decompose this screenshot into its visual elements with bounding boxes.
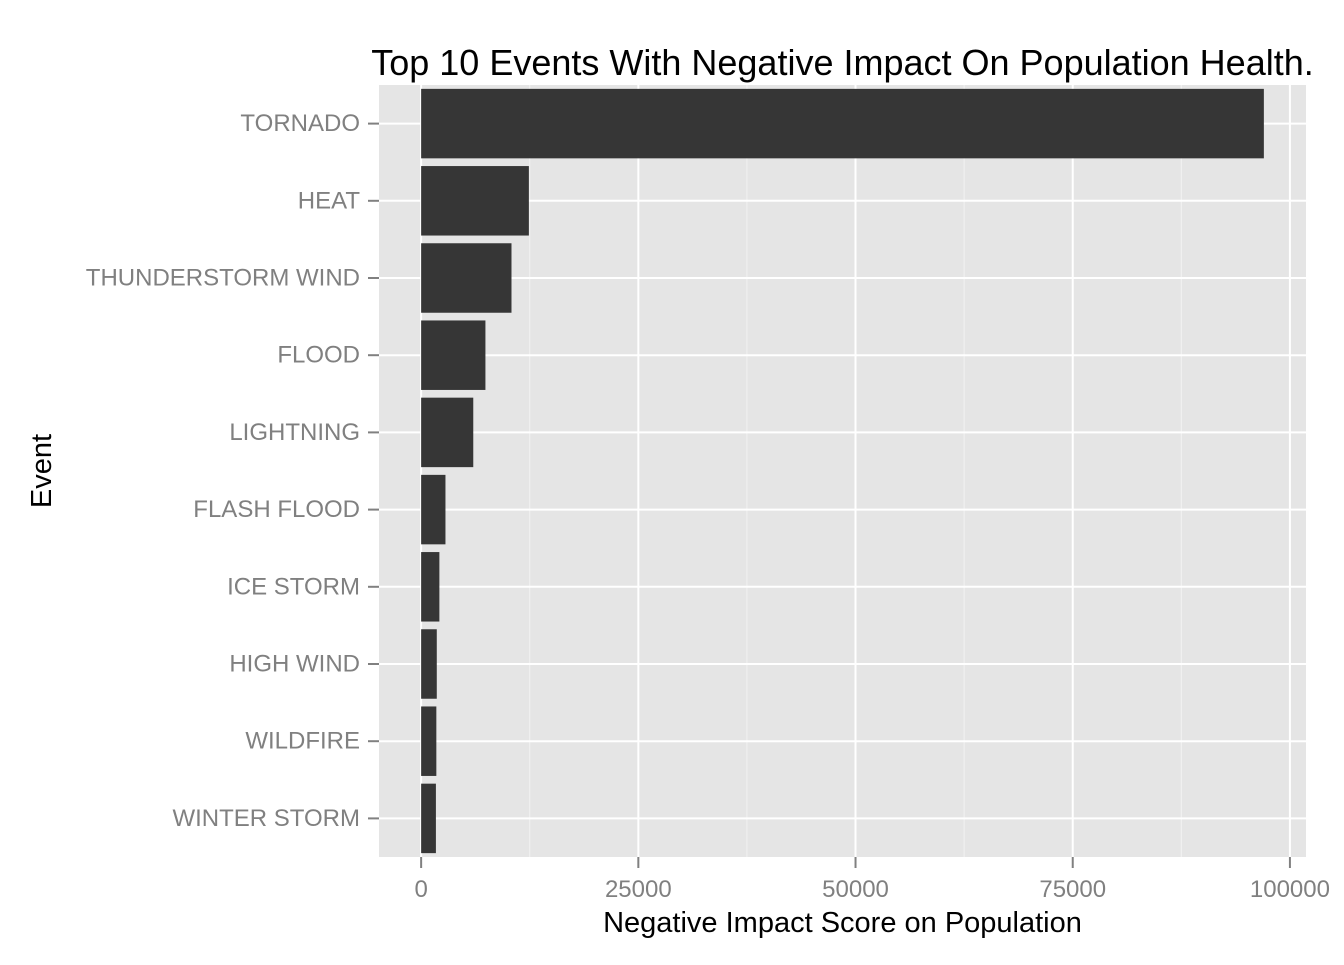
y-axis-label: Event bbox=[26, 434, 58, 508]
x-tick-label: 25000 bbox=[605, 876, 672, 903]
x-tick-label: 0 bbox=[414, 876, 427, 903]
y-tick-label: TORNADO bbox=[240, 110, 360, 137]
y-tick-label: HEAT bbox=[298, 187, 361, 214]
bar-lightning bbox=[421, 397, 474, 468]
bar-wildfire bbox=[421, 706, 437, 776]
x-tick-label: 100000 bbox=[1250, 876, 1330, 903]
y-tick-label: WINTER STORM bbox=[172, 805, 360, 832]
chart-title: Top 10 Events With Negative Impact On Po… bbox=[371, 42, 1314, 83]
bar-high-wind bbox=[421, 629, 437, 699]
x-tick-label: 50000 bbox=[822, 876, 889, 903]
x-tick-label: 75000 bbox=[1039, 876, 1106, 903]
y-tick-label: WILDFIRE bbox=[245, 728, 360, 755]
y-tick-label: HIGH WIND bbox=[229, 651, 360, 678]
bar-tornado bbox=[421, 88, 1264, 159]
bar-heat bbox=[421, 166, 529, 236]
plot-panel bbox=[379, 85, 1306, 857]
y-tick-label: FLOOD bbox=[277, 342, 360, 369]
bar-flood bbox=[421, 320, 486, 390]
bar-winter-storm bbox=[421, 783, 436, 854]
y-tick-label: LIGHTNING bbox=[229, 419, 360, 446]
x-axis-ticks: 0 25000 50000 75000 100000 bbox=[414, 857, 1330, 903]
x-axis-label: Negative Impact Score on Population bbox=[603, 907, 1082, 939]
bars bbox=[421, 88, 1264, 854]
bar-thunderstorm-wind bbox=[421, 243, 512, 313]
bar-ice-storm bbox=[421, 552, 440, 622]
y-tick-label: ICE STORM bbox=[227, 573, 360, 600]
y-tick-label: THUNDERSTORM WIND bbox=[86, 265, 360, 292]
y-axis-ticks: TORNADO HEAT THUNDERSTORM WIND FLOOD LIGHTNI… bbox=[86, 110, 379, 832]
y-tick-label: FLASH FLOOD bbox=[193, 496, 360, 523]
bar-flash-flood bbox=[421, 474, 446, 545]
